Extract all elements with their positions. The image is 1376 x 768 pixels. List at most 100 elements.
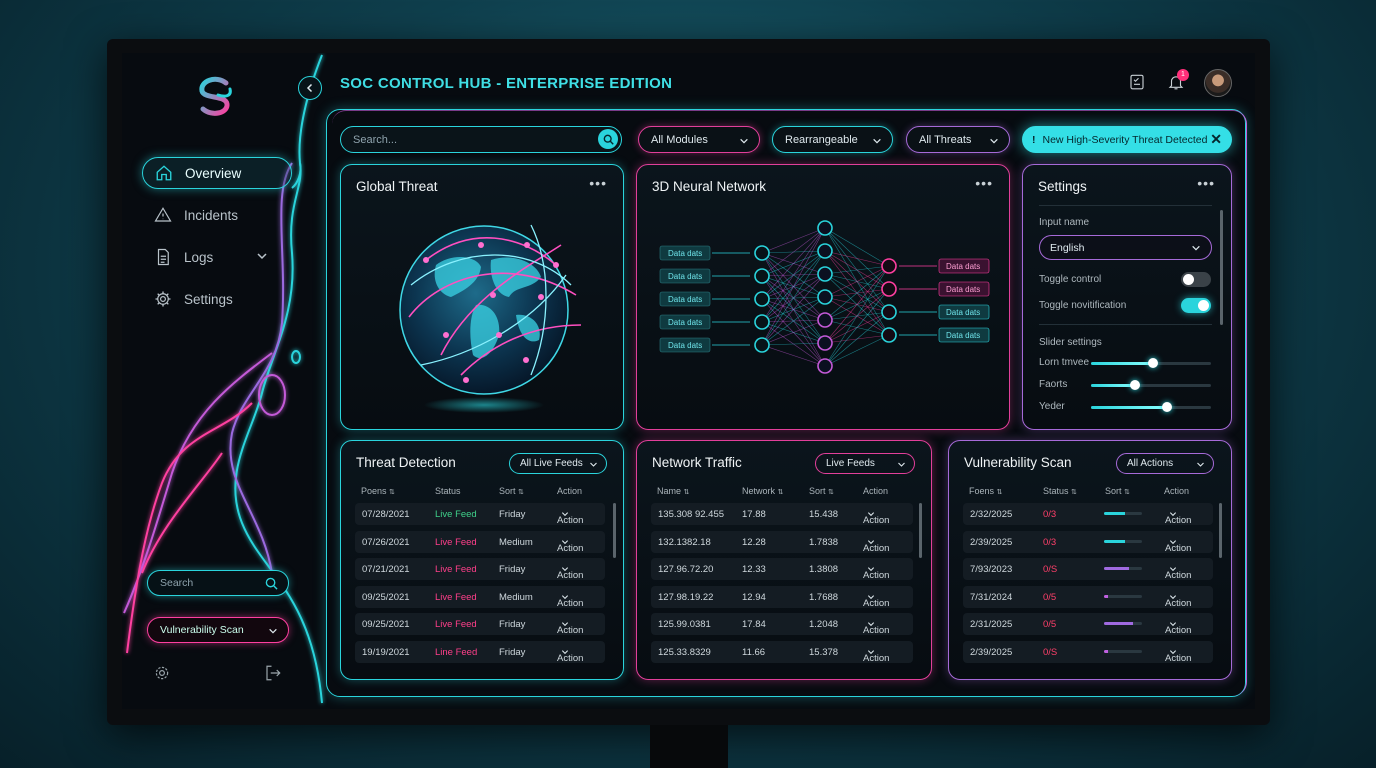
- column-header[interactable]: Status: [435, 486, 461, 496]
- row-progress-fill: [1104, 539, 1125, 543]
- sort-icon[interactable]: ⇅: [389, 489, 395, 496]
- slider-handle[interactable]: [1161, 402, 1172, 412]
- avatar[interactable]: [1204, 69, 1232, 97]
- slider-handle[interactable]: [1130, 380, 1141, 390]
- table-row[interactable]: 125.33.8329 11.66 15.378 Action: [651, 640, 913, 664]
- toggle-notification-switch[interactable]: [1181, 298, 1211, 313]
- column-header-label: Status: [1043, 486, 1069, 496]
- chevron-down-icon: [1169, 622, 1177, 627]
- table-row[interactable]: 19/19/2021 Line Feed Friday Action: [355, 640, 605, 664]
- slider-track[interactable]: [1091, 358, 1211, 368]
- language-select[interactable]: English: [1039, 235, 1212, 260]
- scrollbar[interactable]: [1220, 210, 1223, 325]
- slider-handle[interactable]: [1148, 358, 1159, 368]
- chevron-down-icon: [1169, 512, 1177, 517]
- traffic-filter-dropdown[interactable]: Live Feeds: [815, 453, 915, 474]
- logout-icon[interactable]: [264, 664, 282, 682]
- input-node-label: Data dats: [668, 272, 702, 281]
- row-progress-fill: [1104, 649, 1108, 653]
- table-row[interactable]: 7/93/2023 0/S Action: [963, 558, 1213, 581]
- threats-dropdown[interactable]: All Threats: [906, 126, 1010, 153]
- column-header[interactable]: Action: [863, 486, 888, 496]
- sidebar-module-select[interactable]: Vulnerability Scan: [147, 617, 289, 643]
- row-action-label: Action: [863, 570, 890, 581]
- notification-badge: 1: [1177, 69, 1189, 81]
- more-options-icon[interactable]: •••: [975, 175, 993, 191]
- row-name: 127.96.72.20: [658, 564, 714, 575]
- row-progress-fill: [1104, 594, 1108, 598]
- column-header-label: Action: [863, 486, 889, 496]
- table-row[interactable]: 2/39/2025 0/S Action: [963, 640, 1213, 664]
- table-row[interactable]: 127.96.72.20 12.33 1.3808 Action: [651, 558, 913, 581]
- table-row[interactable]: 7/31/2024 0/5 Action: [963, 585, 1213, 609]
- table-row[interactable]: 132.1382.18 12.28 1.7838 Action: [651, 530, 913, 554]
- sort-icon[interactable]: ⇅: [777, 489, 784, 496]
- table-row[interactable]: 2/39/2025 0/3 Action: [963, 530, 1213, 554]
- sort-icon[interactable]: ⇅: [996, 489, 1003, 496]
- row-sort: 1.7838: [809, 536, 839, 548]
- row-network: 12.33: [742, 564, 766, 575]
- row-status: 0/5: [1043, 619, 1057, 630]
- gear-icon[interactable]: [153, 664, 171, 682]
- layout-dropdown[interactable]: Rearrangeable: [772, 126, 893, 153]
- column-header[interactable]: Status ⇅: [1043, 486, 1077, 496]
- more-options-icon[interactable]: •••: [1197, 175, 1215, 191]
- search-input[interactable]: Search...: [340, 126, 622, 153]
- sort-icon[interactable]: ⇅: [1124, 489, 1130, 496]
- slider-track[interactable]: [1091, 380, 1211, 390]
- scrollbar[interactable]: [613, 503, 616, 558]
- chevron-down-icon: [1169, 567, 1177, 572]
- more-options-icon[interactable]: •••: [589, 175, 607, 191]
- sidebar-item-incidents[interactable]: Incidents: [142, 199, 292, 231]
- toggle-control-switch[interactable]: [1181, 272, 1211, 287]
- actions-filter-dropdown[interactable]: All Actions: [1116, 453, 1214, 474]
- row-sort: Friday: [499, 646, 526, 658]
- table-row[interactable]: 2/31/2025 0/5 Action: [963, 613, 1213, 636]
- table-row[interactable]: 127.98.19.22 12.94 1.7688 Action: [651, 585, 913, 609]
- slider-track[interactable]: [1091, 402, 1211, 412]
- column-header[interactable]: Foens ⇅: [969, 486, 1002, 496]
- row-date: 2/32/2025: [970, 509, 1013, 520]
- row-action-label: Action: [557, 515, 584, 526]
- search-button[interactable]: [598, 129, 618, 149]
- sidebar-item-logs[interactable]: Logs: [142, 241, 292, 273]
- column-header[interactable]: Action: [1164, 486, 1189, 496]
- scrollbar[interactable]: [1219, 503, 1222, 558]
- table-row[interactable]: 09/25/2021 Live Feed Friday Action: [355, 613, 605, 636]
- column-header[interactable]: Name ⇅: [657, 486, 689, 496]
- row-date: 07/21/2021: [362, 564, 410, 575]
- threat-alert-banner[interactable]: ! New High-Severity Threat Detected ✕: [1022, 126, 1232, 153]
- column-header[interactable]: Sort ⇅: [1105, 486, 1130, 496]
- sort-icon[interactable]: ⇅: [518, 489, 524, 496]
- table-row[interactable]: 07/26/2021 Live Feed Medium Action: [355, 530, 605, 554]
- table-row[interactable]: 09/25/2021 Live Feed Medium Action: [355, 585, 605, 609]
- collapse-sidebar-button[interactable]: [298, 76, 322, 100]
- scrollbar[interactable]: [919, 503, 922, 558]
- sort-icon[interactable]: ⇅: [1071, 489, 1077, 496]
- hidden-node: [817, 220, 833, 236]
- close-icon[interactable]: ✕: [1210, 131, 1222, 147]
- column-header[interactable]: Poens ⇅: [361, 486, 395, 496]
- input-node-label: Data dats: [668, 341, 702, 350]
- table-row[interactable]: 2/32/2025 0/3 Action: [963, 503, 1213, 526]
- table-row[interactable]: 07/21/2021 Live Feed Friday Action: [355, 558, 605, 581]
- modules-dropdown[interactable]: All Modules: [638, 126, 760, 153]
- hidden-node: [817, 289, 833, 305]
- sidebar-item-overview[interactable]: Overview: [142, 157, 292, 189]
- row-status: 0/3: [1043, 536, 1057, 548]
- table-row[interactable]: 07/28/2021 Live Feed Friday Action: [355, 503, 605, 526]
- column-header[interactable]: Sort ⇅: [499, 486, 524, 496]
- hidden-node: [817, 358, 833, 374]
- column-header[interactable]: Action: [557, 486, 582, 496]
- column-header[interactable]: Sort ⇅: [809, 486, 834, 496]
- report-icon[interactable]: [1128, 73, 1146, 91]
- sidebar-search-input[interactable]: Search: [147, 570, 289, 596]
- table-row[interactable]: 135.308 92.455 17.88 15.438 Action: [651, 503, 913, 526]
- sort-icon[interactable]: ⇅: [683, 489, 690, 496]
- sidebar-item-settings[interactable]: Settings: [142, 283, 292, 315]
- table-row[interactable]: 125.99.0381 17.84 1.2048 Action: [651, 613, 913, 636]
- column-header[interactable]: Network ⇅: [742, 486, 783, 496]
- sort-icon[interactable]: ⇅: [828, 489, 834, 496]
- feed-filter-dropdown[interactable]: All Live Feeds: [509, 453, 607, 474]
- vulnerability-scan-card: Vulnerability Scan All Actions Foens ⇅ St…: [948, 440, 1232, 680]
